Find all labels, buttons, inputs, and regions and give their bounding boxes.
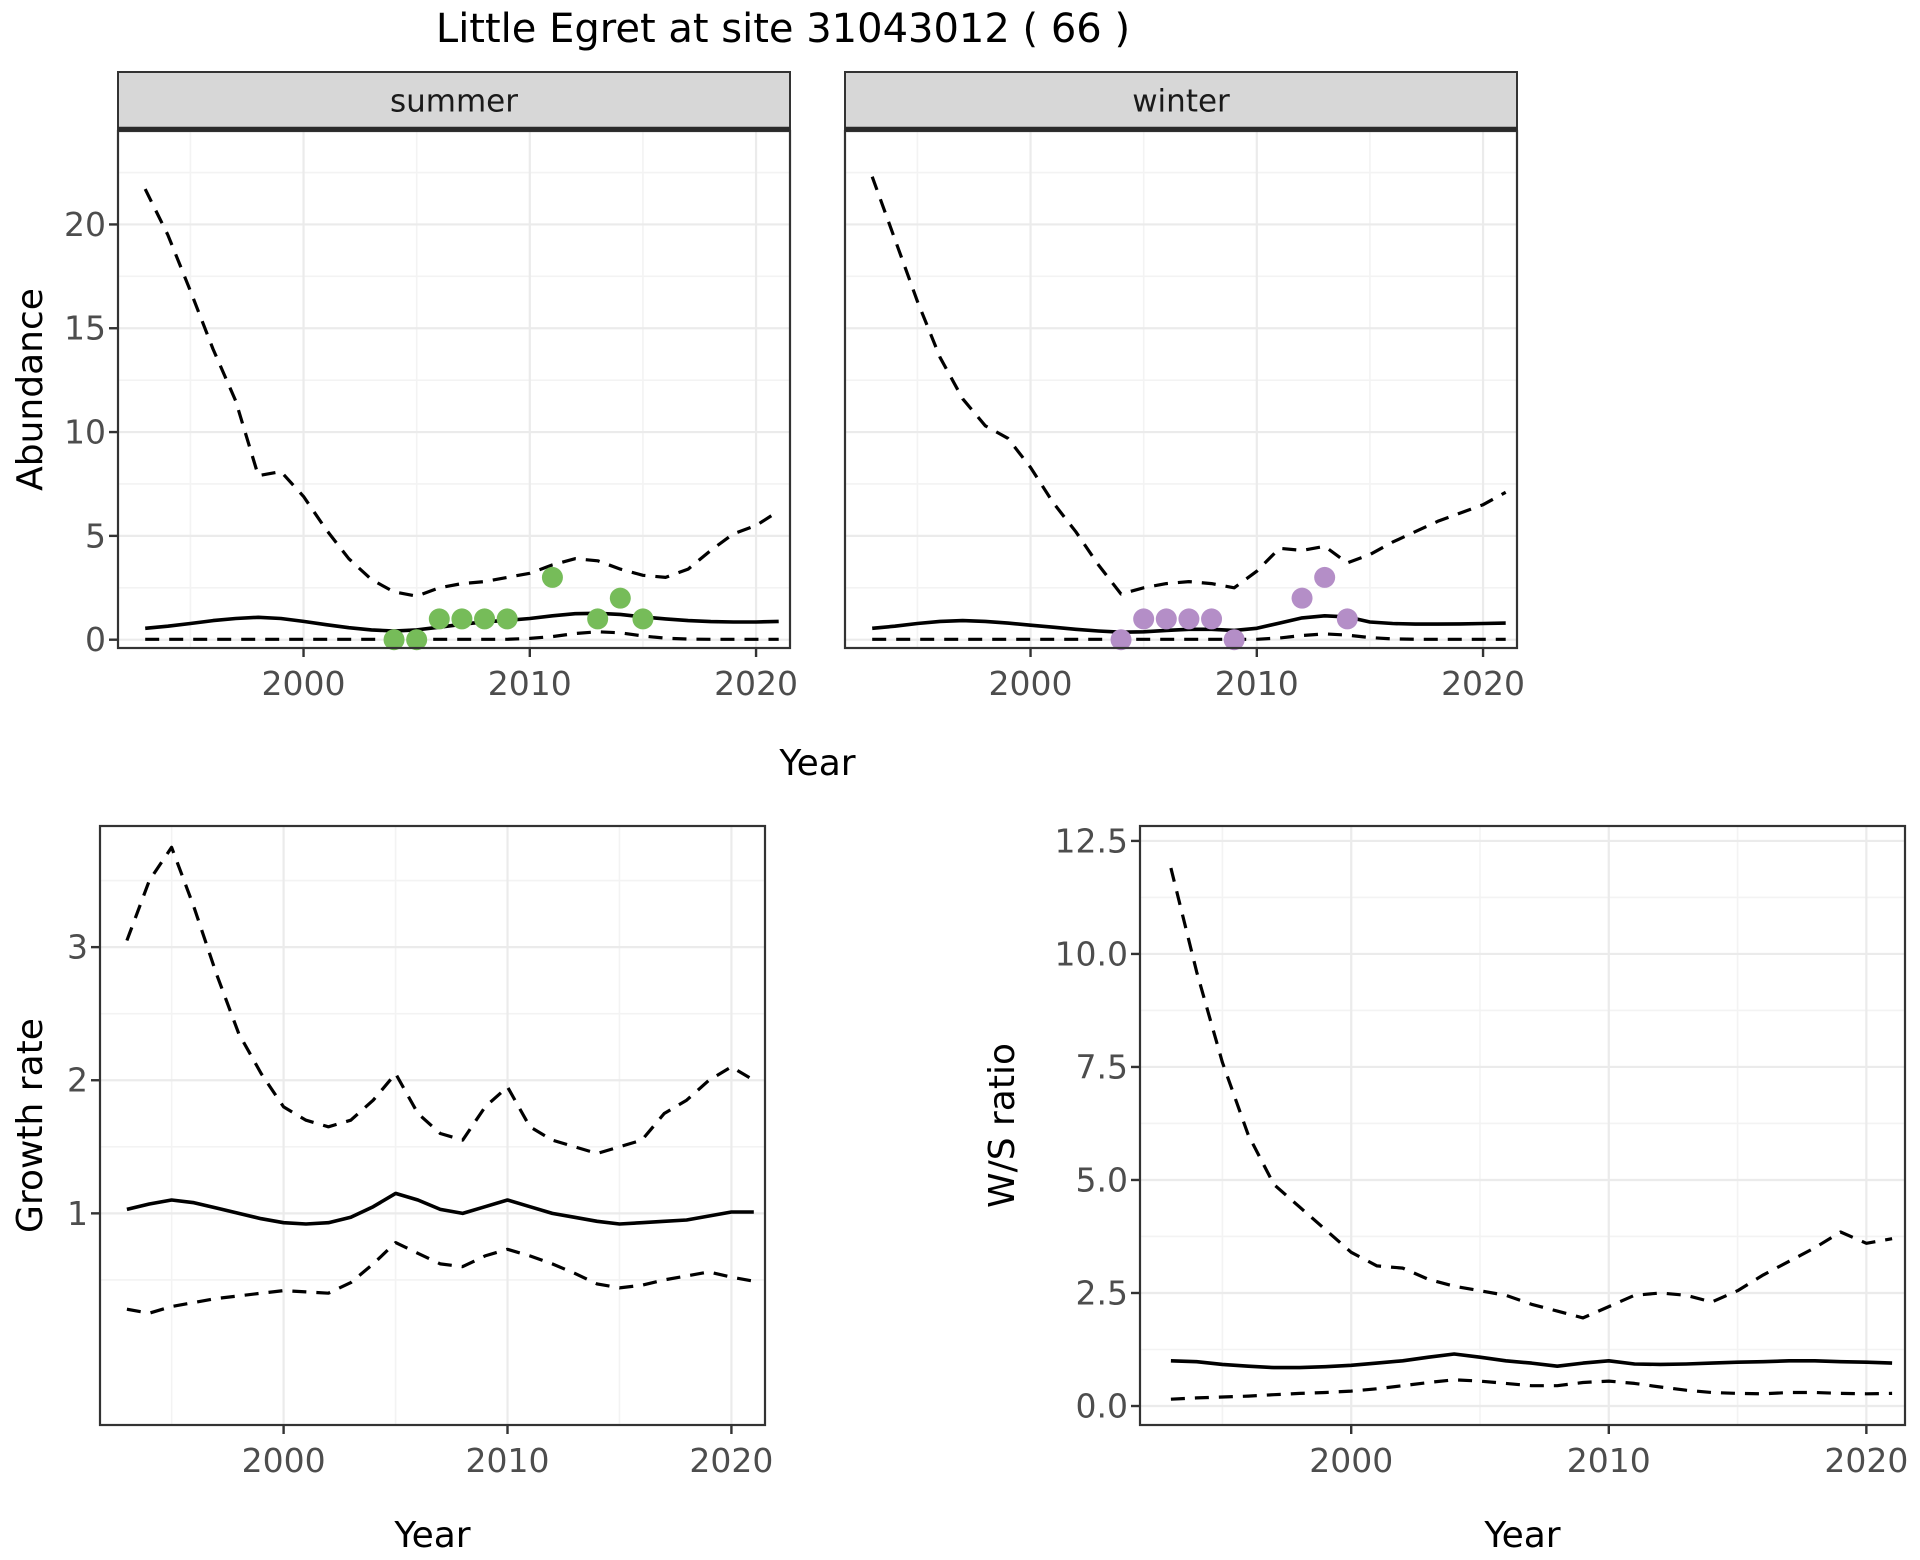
observation-point bbox=[428, 608, 450, 630]
observation-point bbox=[451, 608, 473, 630]
panel-abundance-winter: winter 2000 2010 2020 bbox=[843, 71, 1525, 703]
observation-point bbox=[541, 566, 563, 588]
lower-95ci-line bbox=[1170, 1378, 1893, 1401]
y-tick-label: 0 bbox=[85, 620, 106, 659]
x-tick-label: 2010 bbox=[1567, 1441, 1651, 1480]
observation-point bbox=[1223, 629, 1245, 651]
x-tick-label: 2020 bbox=[1824, 1441, 1908, 1480]
observation-point bbox=[1336, 608, 1358, 630]
upper-95ci-line bbox=[1169, 867, 1893, 1320]
panel-background bbox=[100, 826, 765, 1425]
y-tick-label: 3 bbox=[67, 928, 88, 967]
y-tick-label: 12.5 bbox=[1055, 821, 1128, 860]
y-tick-label: 15 bbox=[64, 309, 106, 348]
observation-point bbox=[609, 587, 631, 609]
observation-point bbox=[1155, 608, 1177, 630]
y-tick-label: 20 bbox=[64, 205, 106, 244]
observation-point bbox=[383, 629, 405, 651]
y-tick-label: 10.0 bbox=[1055, 934, 1128, 973]
y-axis-title: Growth rate bbox=[10, 1018, 51, 1233]
panel-ws-ratio: 2000 2010 2020 0.0 2.5 5.0 7.5 10.0 12.5 W/S rati… bbox=[982, 821, 1908, 1556]
y-tick-label: 7.5 bbox=[1076, 1047, 1128, 1086]
y-tick-label: 10 bbox=[64, 413, 106, 452]
upper-95ci-line bbox=[870, 176, 1507, 596]
facet-strip bbox=[844, 71, 1518, 130]
lower-95ci-line bbox=[872, 632, 1506, 641]
facet-strip-label: summer bbox=[390, 84, 518, 120]
panel-border bbox=[1138, 824, 1907, 1427]
observation-point bbox=[1110, 629, 1132, 651]
panel-background bbox=[1140, 826, 1905, 1425]
x-tick-label: 2020 bbox=[1441, 664, 1525, 703]
lower-95ci-line bbox=[145, 630, 779, 641]
observation-point bbox=[1133, 608, 1155, 630]
panel-abundance-summer: summer 2000 2010 2020 0 5 10 15 20 Abundance bbox=[10, 71, 798, 703]
upper-95ci-line bbox=[125, 845, 755, 1156]
y-tick-label: 5.0 bbox=[1076, 1160, 1128, 1199]
x-tick-label: 2010 bbox=[488, 664, 572, 703]
observation-point bbox=[1291, 587, 1313, 609]
y-axis-title: Abundance bbox=[10, 288, 51, 491]
x-tick-label: 2000 bbox=[262, 664, 346, 703]
observation-points bbox=[383, 566, 654, 651]
x-tick-label: 2000 bbox=[989, 664, 1073, 703]
observation-point bbox=[1178, 608, 1200, 630]
x-tick-label: 2000 bbox=[1309, 1441, 1393, 1480]
observation-point bbox=[1201, 608, 1223, 630]
observation-point bbox=[1314, 566, 1336, 588]
y-tick-label: 1 bbox=[67, 1194, 88, 1233]
observation-point bbox=[496, 608, 518, 630]
x-tick-label: 2020 bbox=[714, 664, 798, 703]
observation-point bbox=[632, 608, 654, 630]
y-tick-label: 5 bbox=[85, 516, 106, 555]
panel-background bbox=[845, 131, 1517, 648]
mean-line bbox=[1170, 1352, 1893, 1370]
x-tick-label: 2010 bbox=[466, 1441, 550, 1480]
facet-strip-label: winter bbox=[1132, 84, 1230, 120]
page-title: Little Egret at site 31043012 ( 66 ) bbox=[435, 6, 1131, 52]
x-axis-title: Year bbox=[1483, 1515, 1560, 1556]
y-tick-label: 2 bbox=[67, 1061, 88, 1100]
observation-point bbox=[474, 608, 496, 630]
y-tick-label: 0.0 bbox=[1076, 1387, 1128, 1426]
panel-border bbox=[98, 824, 767, 1427]
x-tick-label: 2010 bbox=[1215, 664, 1299, 703]
y-tick-label: 2.5 bbox=[1076, 1273, 1128, 1312]
panel-background bbox=[118, 131, 790, 648]
panel-growth-rate: 2000 2010 2020 1 2 3 Growth rate Year bbox=[10, 824, 773, 1556]
x-axis-title-top: Year bbox=[778, 743, 855, 784]
mean-line bbox=[126, 1191, 754, 1226]
y-axis-title: W/S ratio bbox=[982, 1043, 1023, 1208]
facet-strip bbox=[117, 71, 791, 130]
x-tick-label: 2000 bbox=[242, 1441, 326, 1480]
lower-95ci-line bbox=[126, 1241, 755, 1315]
x-axis-title: Year bbox=[393, 1515, 470, 1556]
x-tick-label: 2020 bbox=[689, 1441, 773, 1480]
observation-point bbox=[406, 629, 428, 651]
observation-points bbox=[1110, 566, 1358, 651]
observation-point bbox=[587, 608, 609, 630]
